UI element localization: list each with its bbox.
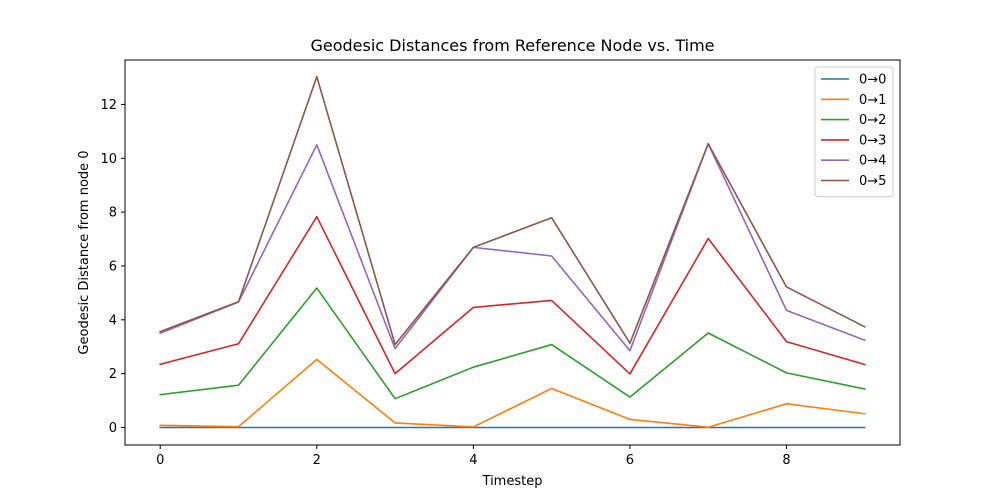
x-axis: 0 2 4 6 8 xyxy=(156,445,791,468)
legend-label: 0→0 xyxy=(859,73,886,88)
legend: 0→0 0→1 0→2 0→3 0→4 0→5 xyxy=(814,66,894,198)
series-line-2 xyxy=(159,287,866,400)
y-tick-label: 2 xyxy=(109,367,117,382)
chart-title: Geodesic Distances from Reference Node v… xyxy=(310,36,714,55)
x-tick-label: 2 xyxy=(313,453,321,468)
y-tick-label: 4 xyxy=(109,313,117,328)
y-tick-label: 0 xyxy=(109,421,117,436)
plot-frame xyxy=(124,59,901,446)
y-axis: 0 2 4 6 8 10 12 xyxy=(100,98,125,436)
x-tick-label: 6 xyxy=(626,453,634,468)
series-line-5 xyxy=(159,75,866,346)
legend-label: 0→3 xyxy=(859,133,886,148)
y-tick-label: 10 xyxy=(100,152,117,167)
plot-area xyxy=(125,60,900,445)
y-tick-label: 8 xyxy=(109,206,117,221)
legend-label: 0→4 xyxy=(859,154,886,169)
legend-label: 0→2 xyxy=(859,113,886,128)
x-tick-label: 4 xyxy=(469,453,477,468)
y-axis-label: Geodesic Distance from node 0 xyxy=(77,150,92,354)
series-layer xyxy=(159,75,866,429)
legend-label: 0→1 xyxy=(859,93,886,108)
legend-label: 0→5 xyxy=(859,174,886,189)
series-line-1 xyxy=(159,358,866,429)
x-axis-label: Timestep xyxy=(482,474,543,489)
series-line-4 xyxy=(159,142,866,352)
series-line-3 xyxy=(159,215,866,375)
x-tick-label: 8 xyxy=(782,453,790,468)
y-tick-label: 6 xyxy=(109,259,117,274)
y-tick-label: 12 xyxy=(100,98,117,113)
x-tick-label: 0 xyxy=(156,453,164,468)
